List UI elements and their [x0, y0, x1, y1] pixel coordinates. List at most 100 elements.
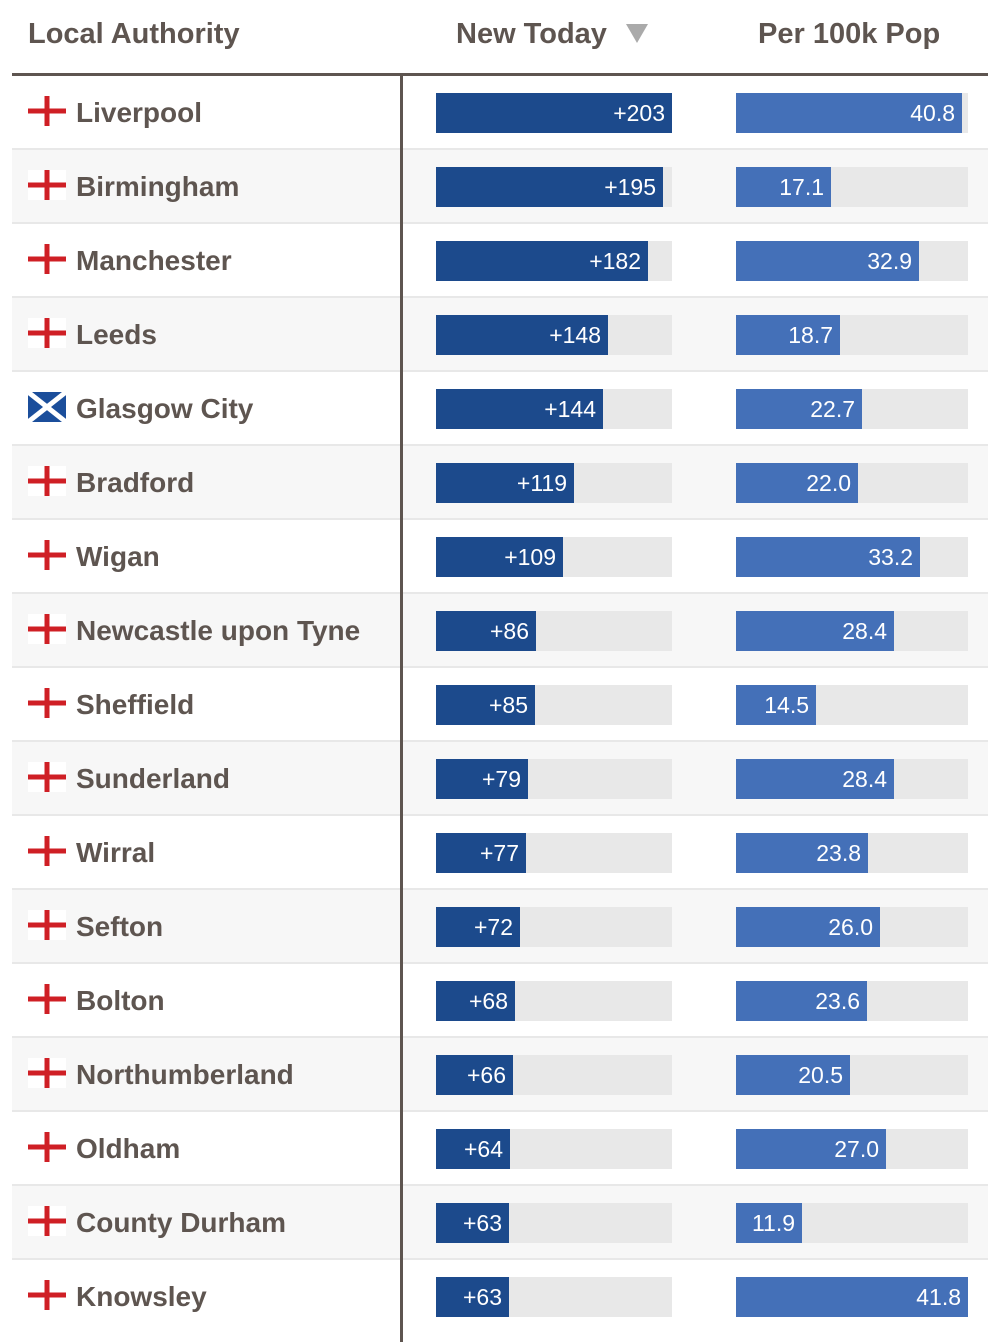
new-today-value: +119	[516, 470, 567, 496]
new-today-value: +109	[504, 544, 556, 570]
england-flag-icon	[28, 762, 66, 792]
new-today-bar-track: +64	[436, 1129, 672, 1169]
per-100k-value: 23.8	[816, 840, 861, 866]
per-100k-bar: 22.0	[736, 463, 858, 503]
new-today-bar: +79	[436, 759, 528, 799]
per-100k-value: 27.0	[834, 1136, 879, 1162]
new-today-bar: +66	[436, 1055, 513, 1095]
local-authority-name: Glasgow City	[76, 393, 254, 424]
per-100k-bar-track: 23.8	[736, 833, 968, 873]
table-row[interactable]: Bradford +119 22.0	[12, 446, 988, 520]
per-100k-bar-track: 17.1	[736, 167, 968, 207]
per-100k-value: 28.4	[842, 618, 887, 644]
per-100k-value: 41.8	[916, 1284, 961, 1310]
england-flag-icon	[28, 1132, 66, 1162]
table-row[interactable]: Newcastle upon Tyne +86 28.4	[12, 594, 988, 668]
local-authority-name: Leeds	[76, 319, 157, 350]
new-today-bar-track: +148	[436, 315, 672, 355]
new-today-value: +85	[488, 692, 528, 718]
per-100k-value: 40.8	[910, 100, 955, 126]
new-today-bar: +182	[436, 241, 648, 281]
per-100k-bar-track: 28.4	[736, 759, 968, 799]
england-flag-icon	[28, 1280, 66, 1310]
sort-descending-icon[interactable]	[626, 24, 648, 43]
column-header-local-authority[interactable]: Local Authority	[28, 18, 240, 50]
england-flag-icon	[28, 614, 66, 644]
england-flag-icon	[28, 96, 66, 126]
table-row[interactable]: Knowsley +63 41.8	[12, 1260, 988, 1334]
per-100k-value: 26.0	[828, 914, 873, 940]
england-flag-icon	[28, 910, 66, 940]
column-header-per-100k[interactable]: Per 100k Pop	[758, 18, 941, 50]
england-flag-icon	[28, 170, 66, 200]
new-today-value: +64	[463, 1136, 503, 1162]
table-row[interactable]: Leeds +148 18.7	[12, 298, 988, 372]
new-today-bar-track: +79	[436, 759, 672, 799]
per-100k-bar: 22.7	[736, 389, 862, 429]
per-100k-bar: 23.8	[736, 833, 868, 873]
per-100k-bar: 18.7	[736, 315, 840, 355]
column-divider	[400, 76, 403, 1342]
per-100k-bar-track: 22.0	[736, 463, 968, 503]
table-row[interactable]: Sheffield +85 14.5	[12, 668, 988, 742]
per-100k-value: 28.4	[842, 766, 887, 792]
new-today-bar-track: +86	[436, 611, 672, 651]
local-authority-name: County Durham	[76, 1207, 286, 1238]
per-100k-bar: 41.8	[736, 1277, 968, 1317]
per-100k-bar: 26.0	[736, 907, 880, 947]
new-today-value: +77	[479, 840, 519, 866]
per-100k-value: 22.7	[810, 396, 855, 422]
per-100k-value: 22.0	[806, 470, 851, 496]
new-today-value: +63	[462, 1210, 502, 1236]
local-authority-name: Liverpool	[76, 97, 203, 128]
local-authority-name: Northumberland	[76, 1059, 294, 1090]
column-header-new-today[interactable]: New Today	[456, 18, 607, 50]
england-flag-icon	[28, 688, 66, 718]
new-today-value: +144	[544, 396, 596, 422]
table-row[interactable]: Sefton +72 26.0	[12, 890, 988, 964]
new-today-bar: +195	[436, 167, 663, 207]
table-row[interactable]: Sunderland +79 28.4	[12, 742, 988, 816]
table-row[interactable]: Wigan +109 33.2	[12, 520, 988, 594]
per-100k-bar: 23.6	[736, 981, 867, 1021]
new-today-bar: +148	[436, 315, 608, 355]
table-row[interactable]: Liverpool +203 40.8	[12, 76, 988, 150]
new-today-bar: +203	[436, 93, 672, 133]
table-row[interactable]: Manchester +182 32.9	[12, 224, 988, 298]
table-row[interactable]: Northumberland +66 20.5	[12, 1038, 988, 1112]
table-row[interactable]: Glasgow City +144 22.7	[12, 372, 988, 446]
per-100k-value: 18.7	[788, 322, 833, 348]
per-100k-value: 11.9	[751, 1210, 795, 1236]
new-today-bar: +63	[436, 1277, 509, 1317]
local-authority-name: Sefton	[76, 911, 164, 942]
new-today-value: +203	[613, 100, 665, 126]
local-authority-name: Oldham	[76, 1133, 181, 1164]
new-today-bar: +144	[436, 389, 603, 429]
table-row[interactable]: Oldham +64 27.0	[12, 1112, 988, 1186]
table-header: Local Authority New Today Per 100k Pop	[12, 0, 988, 76]
local-authority-name: Wirral	[76, 837, 156, 868]
local-authority-name: Sunderland	[76, 763, 231, 794]
england-flag-icon	[28, 244, 66, 274]
new-today-bar-track: +203	[436, 93, 672, 133]
table-row[interactable]: Bolton +68 23.6	[12, 964, 988, 1038]
england-flag-icon	[28, 466, 66, 496]
per-100k-bar-track: 20.5	[736, 1055, 968, 1095]
new-today-value: +86	[489, 618, 529, 644]
new-today-bar-track: +85	[436, 685, 672, 725]
new-today-bar-track: +68	[436, 981, 672, 1021]
per-100k-bar: 20.5	[736, 1055, 850, 1095]
per-100k-bar: 14.5	[736, 685, 816, 725]
new-today-bar-track: +109	[436, 537, 672, 577]
per-100k-bar-track: 41.8	[736, 1277, 968, 1317]
new-today-bar: +77	[436, 833, 526, 873]
per-100k-bar: 11.9	[736, 1203, 802, 1243]
table-row[interactable]: County Durham +63 11.9	[12, 1186, 988, 1260]
new-today-bar-track: +72	[436, 907, 672, 947]
table-row[interactable]: Birmingham +195 17.1	[12, 150, 988, 224]
new-today-value: +72	[473, 914, 513, 940]
per-100k-bar: 28.4	[736, 759, 894, 799]
new-today-bar: +64	[436, 1129, 510, 1169]
table-row[interactable]: Wirral +77 23.8	[12, 816, 988, 890]
new-today-value: +79	[481, 766, 521, 792]
